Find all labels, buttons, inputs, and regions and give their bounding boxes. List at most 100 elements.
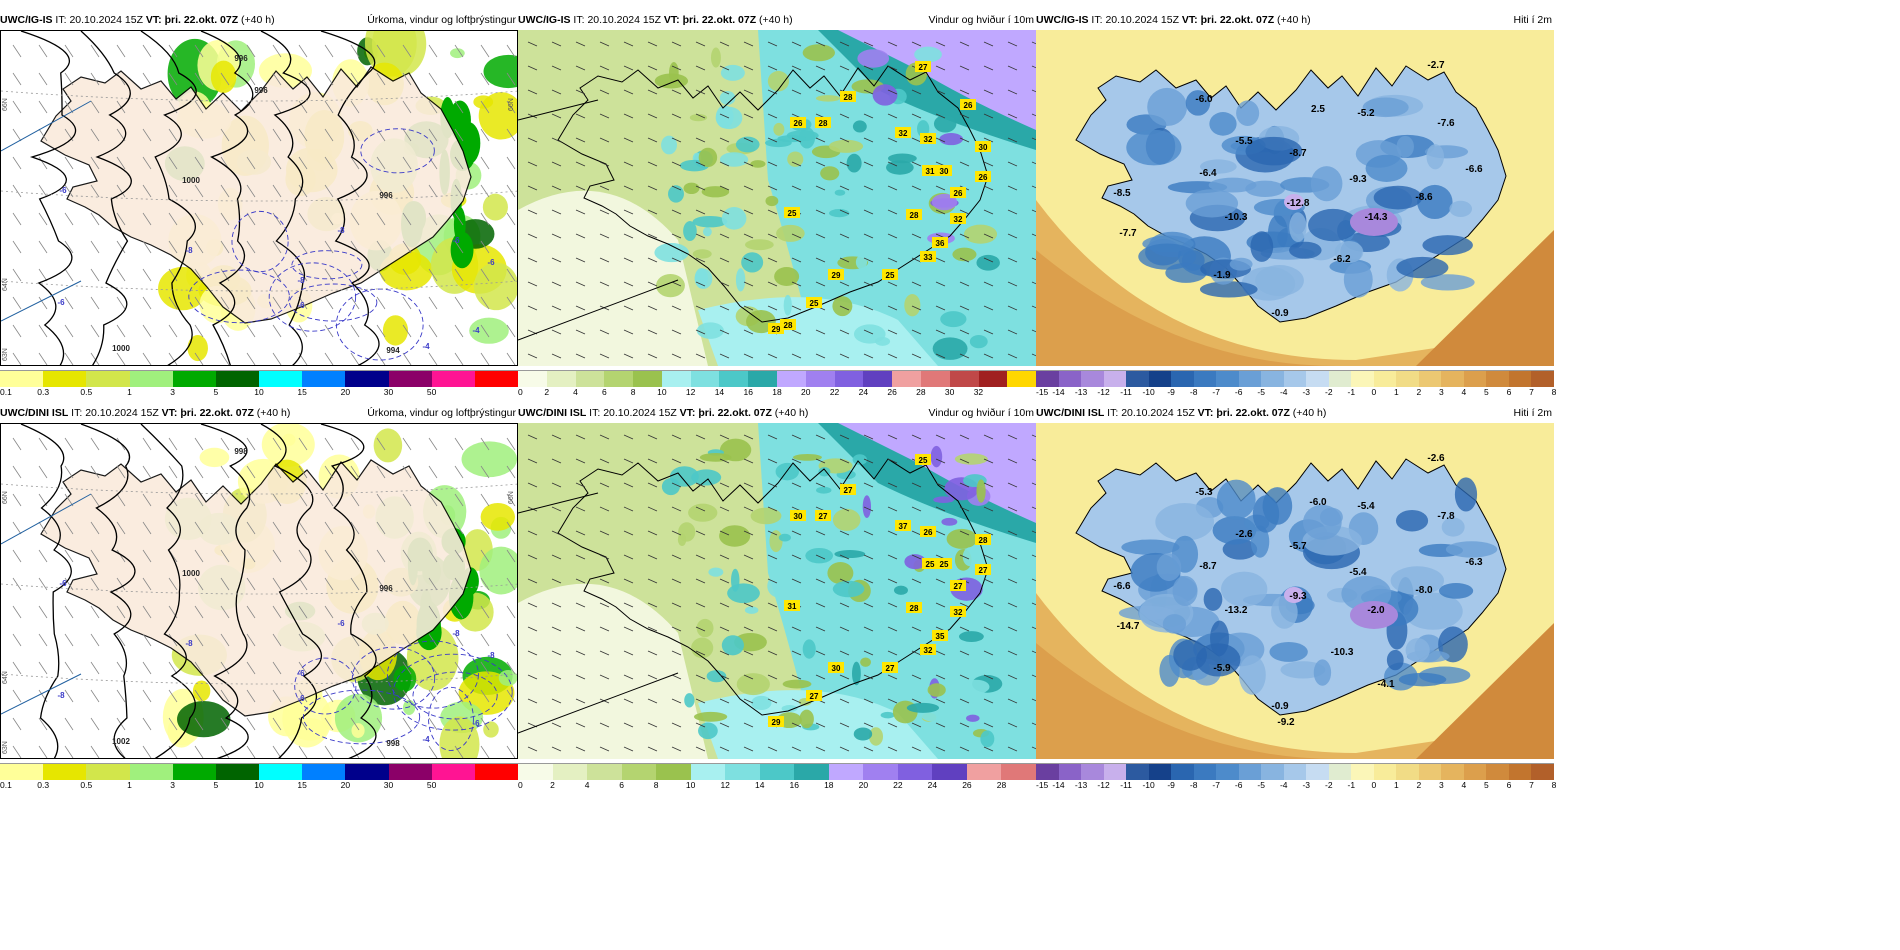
wind-arrow — [719, 329, 730, 335]
colorbar-tick-label: 16 — [789, 780, 799, 790]
wind-area — [857, 49, 890, 68]
colorbar-swatch — [1306, 764, 1329, 780]
map-value-label: 26 — [964, 101, 973, 110]
temp-area — [1284, 194, 1304, 210]
precip-panel: UWC/DINI ISL IT: 20.10.2024 15Z VT: þri.… — [0, 405, 519, 795]
wind-arrow — [911, 674, 922, 680]
wind-barb — [324, 689, 334, 703]
wind-barb — [142, 128, 152, 142]
wind-arrow — [719, 698, 730, 704]
wind-arrow — [719, 113, 730, 119]
wind-barb — [272, 633, 282, 647]
wind-arrow — [791, 482, 802, 488]
wind-arrow — [791, 65, 802, 71]
wind-barb — [194, 745, 204, 758]
wind-arrow — [1007, 257, 1018, 263]
wind-area — [696, 322, 724, 339]
wind-arrow — [671, 233, 682, 239]
wind-arrow — [623, 746, 634, 752]
wind-barb — [350, 549, 360, 563]
label-box — [932, 630, 948, 641]
wind-barb — [246, 324, 256, 338]
temp-area — [1173, 639, 1207, 671]
wind-barb — [12, 605, 22, 619]
temp-map[interactable]: -5.3 -2.6 -6.0 -5.4 -7.8 -2.6 -5.7 -8.7 -5.4 -6.3… — [1036, 423, 1554, 759]
temp-map[interactable]: -6.0 -2.7 2.5 -5.2 -7.6 -5.5 -8.7 -6.4 -9.3 -6.6-… — [1036, 30, 1554, 366]
wind-area — [860, 657, 871, 667]
wind-arrow — [887, 578, 898, 584]
wind-arrow — [911, 113, 922, 119]
wind-arrow — [791, 161, 802, 167]
map-value-label: -10.3 — [1225, 212, 1248, 223]
wind-arrow — [575, 209, 586, 215]
wind-arrow — [959, 698, 970, 704]
wind-arrow — [695, 650, 706, 656]
wind-barb — [64, 100, 74, 114]
wind-barb — [64, 633, 74, 647]
wind-area — [862, 495, 872, 519]
wind-arrow — [743, 722, 754, 728]
wind-arrow — [623, 722, 634, 728]
wind-arrow — [983, 89, 994, 95]
wind-arrow — [647, 305, 658, 311]
wind-area — [958, 631, 984, 642]
colorbar-swatch — [1283, 764, 1307, 780]
wind-barb — [298, 745, 308, 758]
wind-arrow — [839, 458, 850, 464]
wind-barb — [194, 661, 204, 675]
wind-arrow — [647, 137, 658, 143]
wind-arrow — [671, 722, 682, 728]
precip-map[interactable]: 996 1000 996 1000 994 996 -6 -6 -8 -6 -8 -6 -6 -4 -4 -8… — [0, 30, 518, 366]
valid-time-label: VT: — [145, 14, 162, 26]
wind-barb — [350, 352, 360, 365]
temp-area — [1238, 655, 1266, 695]
colorbar-tick-label: 28 — [996, 780, 1007, 790]
wind-barb — [272, 745, 282, 758]
colorbar-tick-label: -8 — [1189, 387, 1198, 397]
wind-barb — [506, 184, 516, 198]
wind-barb — [38, 212, 48, 226]
label-box — [815, 510, 831, 521]
temp-area — [1147, 87, 1188, 127]
label-box — [975, 171, 991, 182]
wind-arrow — [911, 305, 922, 311]
wind-barb — [350, 296, 360, 310]
wind-arrow — [551, 305, 562, 311]
map-value-label: -8 — [337, 226, 345, 235]
wind-arrow — [671, 602, 682, 608]
wind-barb — [480, 296, 490, 310]
wind-barb — [90, 689, 100, 703]
wind-barb — [376, 493, 386, 507]
wind-arrow — [815, 458, 826, 464]
wind-arrow — [911, 89, 922, 95]
wind-arrow — [599, 746, 610, 752]
colorbar-swatch — [215, 371, 260, 387]
map-value-label: -6.4 — [1199, 168, 1217, 179]
map-value-label: -6.3 — [1465, 557, 1483, 568]
map-value-label: -7.6 — [1437, 118, 1455, 129]
wind-arrow — [719, 578, 730, 584]
wind-arrow — [1031, 722, 1036, 726]
wind-map[interactable]: 27 28 26 28 32 32 30 31 30 26 26 28 25 32 36 33 29 25 25 29… — [518, 30, 1036, 366]
wind-area — [744, 606, 759, 614]
wind-barb — [480, 577, 490, 591]
colorbar-tick-label: 32 — [973, 387, 984, 397]
wind-arrow — [623, 650, 634, 656]
wind-barb — [64, 577, 74, 591]
wind-barb — [324, 324, 334, 338]
wind-arrow — [527, 554, 538, 560]
wind-arrow — [1007, 65, 1018, 71]
wind-arrow — [599, 161, 610, 167]
wind-arrow — [983, 554, 994, 560]
precip-map[interactable]: 998 1000 996 1002 998 -6 -8 -8 -6 -6 -8 -8 -4 -6 -6 66N… — [0, 423, 518, 759]
wind-map[interactable]: 25 27 30 27 37 26 28 25 25 27 27 28 31 32 35 32 30 27 27 29 — [518, 423, 1036, 759]
wind-barb — [376, 577, 386, 591]
wind-barb — [194, 465, 204, 479]
wind-barb — [64, 44, 74, 58]
wind-arrow — [527, 434, 538, 440]
wind-barb — [402, 689, 412, 703]
wind-barb — [90, 184, 100, 198]
wind-barb — [506, 240, 516, 254]
wind-barb — [142, 72, 152, 86]
colorbar-swatch — [863, 371, 893, 387]
